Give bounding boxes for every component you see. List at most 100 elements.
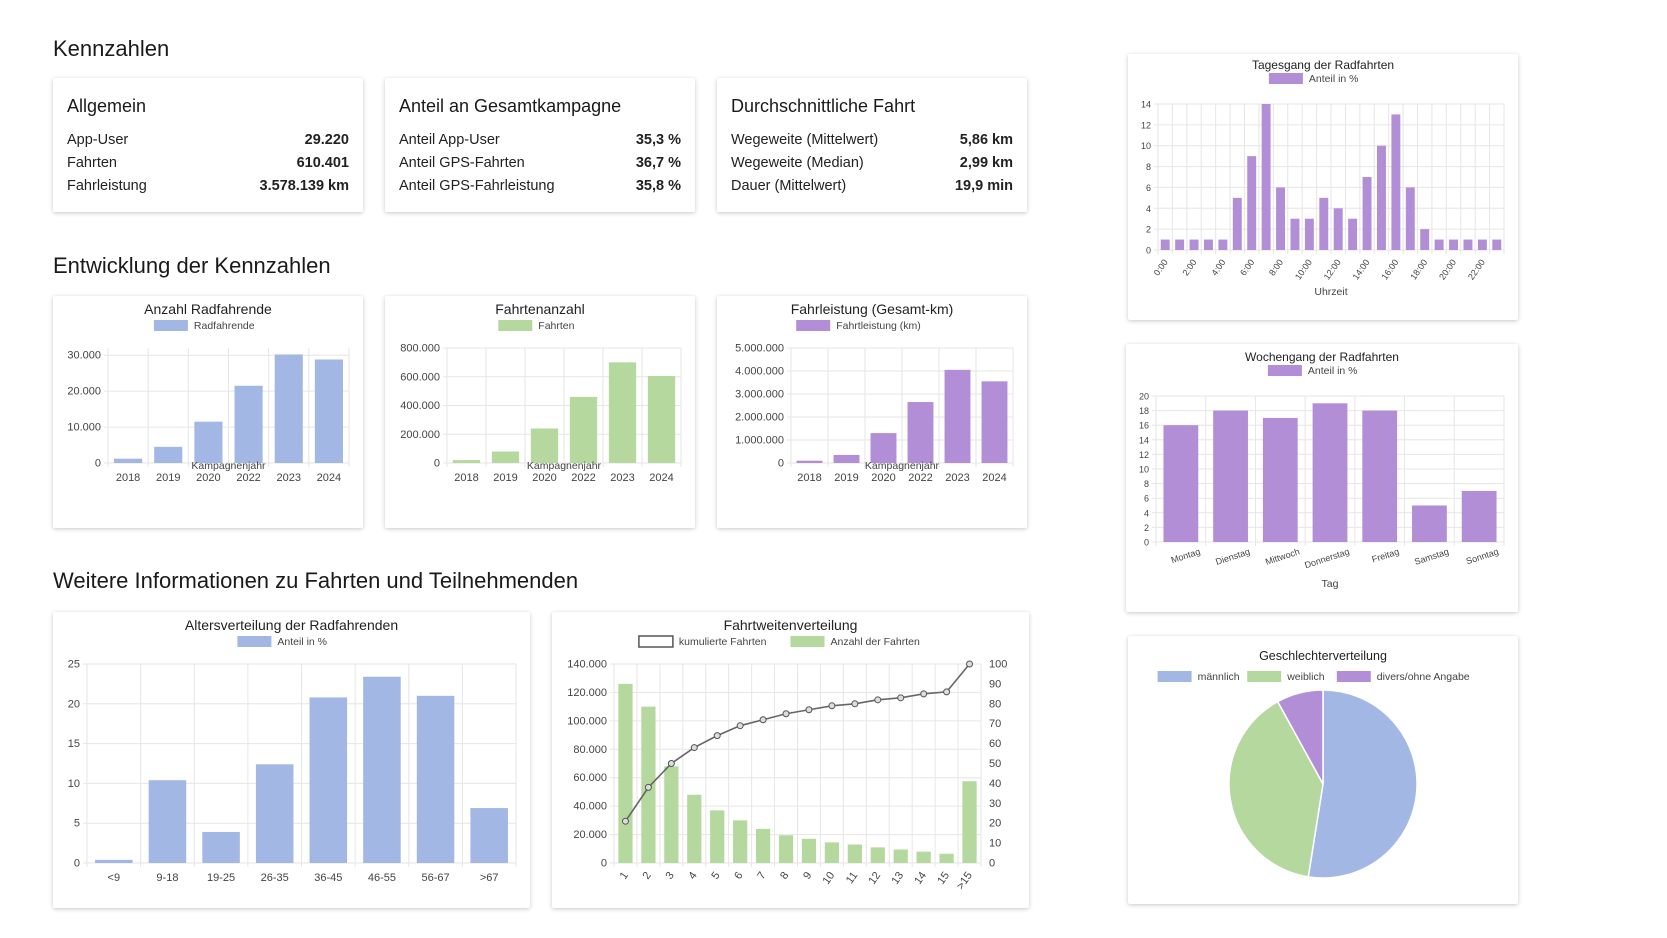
section-title-kennzahlen: Kennzahlen — [53, 36, 170, 61]
legend-swatch — [638, 635, 674, 648]
bar — [1247, 156, 1257, 250]
y-tick-label: 8 — [1146, 162, 1151, 172]
x-tick-label: Samstag — [1413, 546, 1450, 566]
kpi-row: Anteil GPS-Fahrten 36,7 % — [399, 155, 681, 177]
kpi-value: 610.401 — [296, 155, 349, 171]
bar — [664, 766, 679, 863]
bar — [1463, 239, 1473, 250]
x-tick-label: 36-45 — [314, 872, 342, 884]
x-tick-label: 12 — [866, 870, 883, 887]
line-point — [874, 696, 882, 704]
y-tick-label: 3.000.000 — [735, 389, 784, 401]
y-tick-label: 12 — [1139, 450, 1149, 460]
y-tick-label: 2.000.000 — [735, 412, 784, 424]
y-tick-label: 10 — [68, 778, 80, 790]
y2-tick-label: 10 — [989, 838, 1001, 850]
chart-title: Geschlechterverteilung — [1259, 649, 1387, 663]
x-tick-label: 2023 — [610, 472, 634, 484]
x-tick-label: 14 — [912, 870, 929, 887]
line-point — [920, 690, 928, 698]
section-title-entwicklung: Entwicklung der Kennzahlen — [53, 253, 331, 278]
y-tick-label: 200.000 — [400, 429, 440, 441]
legend-swatch — [1157, 671, 1192, 682]
pie-slice — [1228, 700, 1324, 878]
kpi-label: Wegeweite (Mittelwert) — [731, 132, 879, 148]
x-tick-label: 2022 — [236, 472, 260, 484]
y-tick-label: 6 — [1146, 183, 1151, 193]
legend-label: kumulierte Fahrten — [679, 636, 767, 648]
y-tick-label: 10 — [1139, 465, 1149, 475]
y-tick-label: 0 — [1144, 538, 1149, 548]
pie-slice — [1307, 689, 1418, 879]
bar — [647, 376, 676, 463]
kpi-value: 35,3 % — [635, 132, 681, 148]
x-tick-label: 16:00 — [1379, 257, 1400, 281]
y2-tick-label: 80 — [989, 698, 1001, 710]
y2-tick-label: 70 — [989, 718, 1001, 730]
chart-title: Anzahl Radfahrende — [144, 301, 272, 317]
bar — [916, 851, 931, 863]
x-tick-label: 15 — [935, 870, 952, 887]
legend-label: Anteil in % — [277, 636, 327, 648]
kpi-label: Wegeweite (Median) — [731, 155, 864, 171]
bar — [1348, 218, 1358, 250]
x-tick-label: 2:00 — [1180, 257, 1198, 277]
y-tick-label: 0 — [74, 858, 80, 870]
bar — [309, 697, 348, 863]
bar — [148, 780, 187, 863]
y-tick-label: 100.000 — [567, 715, 607, 727]
kpi-value: 3.578.139 km — [259, 178, 350, 194]
chart-fahrtweiten: Fahrtweitenverteilung 0 20.000 40.000 60.000… — [567, 617, 1007, 892]
bar — [755, 828, 771, 863]
kpi-card-title: Allgemein — [67, 96, 147, 116]
line-point — [943, 688, 951, 696]
y-tick-label: 6 — [1144, 494, 1149, 504]
x-tick-label: Donnerstag — [1303, 546, 1350, 570]
kpi-row: Dauer (Mittelwert) 19,9 min — [731, 178, 1013, 200]
bar — [687, 794, 702, 863]
bar — [452, 460, 481, 463]
bar — [1376, 145, 1386, 250]
bar — [1163, 425, 1199, 542]
chart-title: Altersverteilung der Radfahrenden — [185, 617, 398, 633]
y-tick-label: 1.000.000 — [735, 435, 784, 447]
bar — [1203, 239, 1213, 250]
x-tick-label: 22:00 — [1466, 257, 1487, 281]
x-tick-label: 3 — [663, 870, 676, 882]
chart-card-fahrtweiten: Fahrtweitenverteilung 0 20.000 40.000 60.000… — [552, 612, 1029, 908]
chart-card-wochengang: Wochengang der Radfahrten 0 2 4 6 8 10 12 14 16 18… — [1126, 344, 1518, 612]
line-point — [690, 744, 698, 752]
y-tick-label: 10.000 — [67, 422, 101, 434]
kpi-value: 35,8 % — [635, 178, 681, 194]
chart-fahrleistung: Fahrleistung (Gesamt-km) 0 1.000.000 2.000.… — [735, 301, 1014, 484]
kpi-label: Anteil App-User — [399, 132, 500, 148]
legend-label: Fahrtleistung (km) — [836, 320, 921, 332]
x-tick-label: 6:00 — [1238, 257, 1256, 277]
legend-label: divers/ohne Angabe — [1377, 671, 1470, 683]
x-axis-label: Kampagnenjahr — [191, 460, 266, 472]
y-tick-label: 4 — [1144, 508, 1149, 518]
chart-alter: Altersverteilung der Radfahrenden 0 5 10 15 2… — [68, 617, 517, 884]
chart-fahrtenanzahl: Fahrtenanzahl 0 200.000 400.000 600.000 800.0… — [400, 301, 682, 484]
bar — [981, 381, 1008, 463]
kpi-label: Anteil GPS-Fahrten — [399, 155, 525, 171]
kpi-card-title: Anteil an Gesamtkampagne — [399, 96, 622, 116]
pie-slice — [1276, 689, 1324, 785]
kpi-row: Fahrleistung 3.578.139 km — [67, 178, 349, 200]
y-tick-label: 12 — [1141, 120, 1151, 130]
y2-tick-label: 90 — [989, 678, 1001, 690]
y-tick-label: 0 — [778, 458, 784, 470]
y-tick-label: 14 — [1141, 100, 1151, 110]
y2-tick-label: 40 — [989, 778, 1001, 790]
legend-swatch — [237, 636, 272, 647]
bar — [1420, 229, 1430, 250]
y-tick-label: 4.000.000 — [735, 366, 784, 378]
kpi-row: Wegeweite (Median) 2,99 km — [731, 155, 1013, 177]
x-tick-label: 2019 — [834, 472, 858, 484]
kpi-value: 36,7 % — [635, 155, 681, 171]
line-point — [713, 732, 721, 740]
bar — [1477, 239, 1487, 250]
bar — [1405, 187, 1415, 250]
kpi-value: 29.220 — [304, 132, 349, 148]
x-tick-label: 2020 — [532, 472, 556, 484]
